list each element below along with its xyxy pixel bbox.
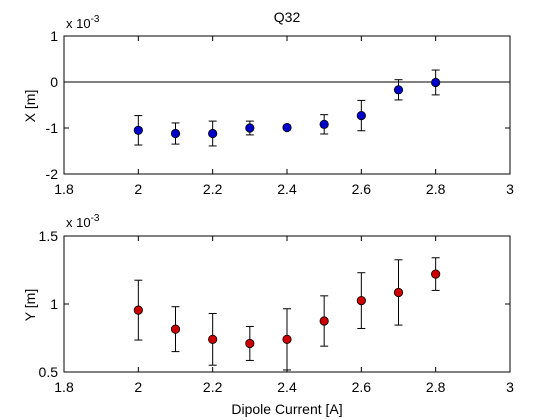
- data-point: [245, 338, 255, 349]
- data-point: [319, 119, 329, 129]
- data-point: [393, 287, 404, 298]
- data-point: [170, 324, 181, 334]
- y-tick-label: -1: [46, 120, 59, 136]
- exponent-base: x 10: [66, 215, 91, 230]
- data-point: [133, 125, 143, 135]
- data-point: [170, 128, 181, 139]
- y-tick-label: -2: [46, 166, 59, 182]
- data-point: [431, 77, 441, 88]
- x-tick-label: 2.6: [352, 379, 372, 395]
- data-point: [282, 122, 292, 133]
- x-position-subplot: Q32 x 10-3 X [m] 1.8 2 2.2 2.4 2.6 2.8 3 -2 -1 0 1: [22, 9, 514, 197]
- x-tick-label: 2.2: [203, 379, 223, 395]
- x-axis-label: Dipole Current [A]: [231, 401, 342, 417]
- data-point: [393, 85, 404, 95]
- exponent-label: x 10-3: [66, 213, 100, 230]
- x-tick-label: 3: [506, 379, 514, 395]
- data-point: [282, 334, 292, 344]
- y-tick-label: 0.5: [39, 364, 59, 380]
- chart-title: Q32: [274, 9, 301, 25]
- data-point: [319, 316, 329, 326]
- x-tick-label: 2: [134, 379, 142, 395]
- x-tick-label: 1.8: [54, 181, 74, 197]
- y-position-subplot: x 10-3 Y [m] Dipole Current [A] 1.8 2 2.2 2…: [22, 213, 514, 417]
- x-tick-label: 3: [506, 181, 514, 197]
- x-tick-label: 2.2: [203, 181, 223, 197]
- data-point: [245, 123, 255, 133]
- y-tick-label: 1: [50, 28, 58, 44]
- data-point: [133, 305, 143, 315]
- data-point: [208, 334, 218, 344]
- x-tick-label: 2: [134, 181, 142, 197]
- x-tick-label: 2.4: [277, 379, 297, 395]
- y-axis-label: X [m]: [22, 90, 38, 123]
- x-tick-label: 2.8: [426, 379, 446, 395]
- x-tick-label: 2.6: [352, 181, 372, 197]
- y-tick-label: 0: [50, 74, 58, 90]
- data-point: [431, 269, 441, 279]
- x-tick-label: 1.8: [54, 379, 74, 395]
- y-tick-label: 1.5: [39, 228, 59, 244]
- exponent-label: x 10-3: [66, 14, 100, 31]
- exponent-power: -3: [91, 213, 100, 224]
- data-point: [208, 128, 218, 139]
- y-axis-label: Y [m]: [22, 289, 38, 321]
- data-point: [356, 295, 366, 306]
- x-tick-label: 2.4: [277, 181, 297, 197]
- y-tick-label: 1: [50, 296, 58, 312]
- exponent-power: -3: [91, 14, 100, 25]
- data-point: [356, 110, 366, 121]
- x-tick-label: 2.8: [426, 181, 446, 197]
- exponent-base: x 10: [66, 16, 91, 31]
